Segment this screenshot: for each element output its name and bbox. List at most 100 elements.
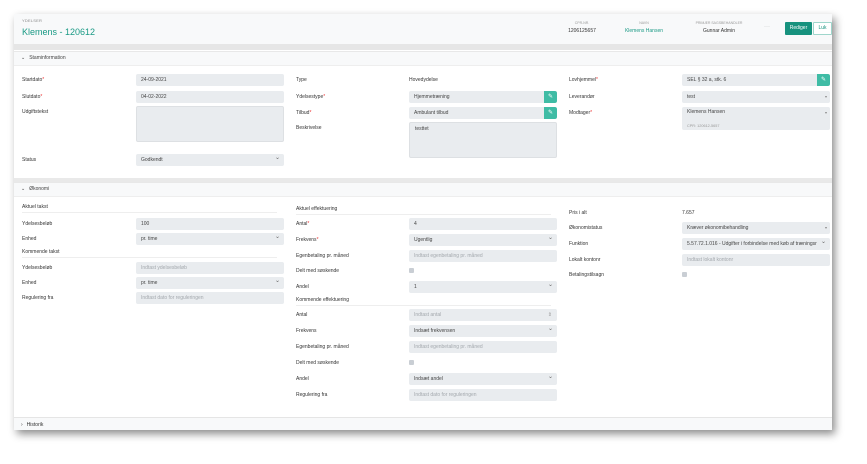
citizen-name-link[interactable]: Klemens Hansen <box>624 28 664 34</box>
required-marker: * <box>590 110 593 116</box>
required-marker: * <box>42 77 45 83</box>
antal-input[interactable]: 4 <box>409 218 557 230</box>
chevron-down-icon: ⌄ <box>21 55 26 61</box>
close-button[interactable]: Luk <box>813 22 832 35</box>
egenbetaling-pr-ma-ned-input-text: Indtast egenbetaling pr. måned <box>414 253 483 259</box>
ydelsesbeløb-input[interactable]: 100 <box>136 218 284 230</box>
delt-med-søskende-checkbox[interactable] <box>409 360 414 365</box>
leverandør-select[interactable]: test <box>682 91 830 103</box>
subsection-heading: Aktuel takst <box>22 204 277 213</box>
frekvens-select-text: Indsæt frekvensen <box>414 328 456 334</box>
field-label: Ydelsesbeløb <box>22 221 53 227</box>
ydelsestype-input[interactable]: Hjemmetræning ✎ <box>409 91 557 103</box>
status-select[interactable]: Godkendt <box>136 154 284 166</box>
field-label: Regulering fra <box>296 392 328 398</box>
regulering-fra-input[interactable]: Indtast dato for reguleringen <box>136 292 284 304</box>
field-label: Antal* <box>296 221 310 227</box>
section-title: Økonomi <box>29 186 50 192</box>
field-label: Tilbud* <box>296 110 312 116</box>
egenbetaling-pr-ma-ned-input[interactable]: Indtast egenbetaling pr. måned <box>409 341 557 353</box>
udgiftstekst-textarea[interactable] <box>136 106 284 142</box>
section-historik-toggle[interactable]: › Historik <box>14 417 832 430</box>
meta-name: NAVN Klemens Hansen <box>609 21 679 34</box>
frekvens-select[interactable]: Indsæt frekvensen <box>409 325 557 337</box>
funktion-select[interactable]: 5.57.72.1.016 - Udgifter i forbindelse m… <box>682 238 830 250</box>
frekvens-select[interactable]: Ugentlig <box>409 234 557 246</box>
field-label: Beskrivelse <box>296 125 322 131</box>
field-label: Betalingstilsagn <box>569 272 605 278</box>
andel-select-text: Indsæt andel <box>414 376 443 382</box>
subsection-heading: Kommende effektuering <box>296 297 551 306</box>
beskrivelse-textarea[interactable]: testtet <box>409 122 557 158</box>
meta-caseworker: PRIMÆR SAGSBEHANDLER Gunnar Admin <box>684 21 754 34</box>
andel-select[interactable]: Indsæt andel <box>409 373 557 385</box>
pris-i-alt-value: 7.657 <box>682 210 695 216</box>
section-title: Staminformation <box>29 55 66 61</box>
field-label: Enhed <box>22 280 37 286</box>
ydelsesbeløb-input[interactable]: Indtast ydelsesbeløb <box>136 262 284 274</box>
egenbetaling-pr-ma-ned-input[interactable]: Indtast egenbetaling pr. måned <box>409 250 557 262</box>
delt-med-søskende-checkbox[interactable] <box>409 268 414 273</box>
field-label: Egenbetaling pr. måned <box>296 253 349 259</box>
meta-cpr: CPR-NR. 1206125657 <box>547 21 617 34</box>
page-title: Klemens - 120612 <box>22 27 96 37</box>
slutdato-input-text: 04-02-2022 <box>141 94 167 100</box>
enhed-select[interactable]: pr. time <box>136 233 284 245</box>
field-label: Startdato* <box>22 77 45 83</box>
meta-label: CPR-NR. <box>574 21 590 25</box>
tilbud-input-text: Ambulant tilbud <box>414 110 449 116</box>
andel-select-text: 1 <box>414 284 417 290</box>
field-label: Andel <box>296 376 309 382</box>
breadcrumb[interactable]: YDELSER <box>22 18 43 23</box>
lokalt-kontonr-input[interactable]: Indtast lokalt kontonr <box>682 254 830 266</box>
økonomistatus-select-text: Kræver økonomibehandling <box>687 225 749 231</box>
tilbud-input[interactable]: Ambulant tilbud ✎ <box>409 107 557 119</box>
leverandør-select-text: test <box>687 94 696 100</box>
meta-value: 1206125657 <box>568 28 596 34</box>
section-staminformation-toggle[interactable]: ⌄ Staminformation <box>14 51 832 66</box>
regulering-fra-input-text: Indtast dato for reguleringen <box>141 295 204 301</box>
regulering-fra-input[interactable]: Indtast dato for reguleringen <box>409 389 557 401</box>
startdato-input[interactable]: 24-09-2021 <box>136 74 284 86</box>
header-divider <box>14 44 832 50</box>
edit-button[interactable]: Rediger <box>785 22 812 35</box>
field-label: Egenbetaling pr. måned <box>296 344 349 350</box>
field-label: Frekvens <box>296 328 317 334</box>
antal-input[interactable]: Indtast antal <box>409 309 557 321</box>
required-marker: * <box>309 110 312 116</box>
edit-icon[interactable]: ✎ <box>817 74 830 86</box>
field-label: Frekvens* <box>296 237 319 243</box>
edit-icon[interactable]: ✎ <box>544 91 557 103</box>
chevron-right-icon: › <box>21 422 23 428</box>
field-label: Delt med søskende <box>296 360 340 366</box>
modtager-select[interactable]: Klemens Hansen CPR: 120612-5657 <box>682 107 830 130</box>
section-divider <box>14 178 832 182</box>
meta-label: NAVN <box>639 21 649 25</box>
frekvens-select-text: Ugentlig <box>414 237 433 243</box>
lovhjemmel-input[interactable]: SEL § 32 a, stk. 6 ✎ <box>682 74 830 86</box>
subsection-heading: Kommende takst <box>22 249 277 258</box>
enhed-select-text: pr. time <box>141 280 158 286</box>
egenbetaling-pr-ma-ned-input-text: Indtast egenbetaling pr. måned <box>414 344 483 350</box>
field-label: Andel <box>296 284 309 290</box>
section-okonomi-toggle[interactable]: ⌄ Økonomi <box>14 182 832 197</box>
page-header: YDELSER Klemens - 120612 CPR-NR. 12061256… <box>14 14 832 44</box>
type-value: Hovedydelse <box>409 77 438 83</box>
økonomistatus-select[interactable]: Kræver økonomibehandling <box>682 222 830 234</box>
field-label: Type <box>296 77 307 83</box>
edit-icon[interactable]: ✎ <box>544 107 557 119</box>
chevron-down-icon: ⌄ <box>21 186 26 192</box>
field-label: Lovhjemmel* <box>569 77 598 83</box>
more-options-icon[interactable]: ··· <box>764 24 770 30</box>
subsection-heading: Aktuel effektuering <box>296 206 551 215</box>
betalingstilsagn-checkbox[interactable] <box>682 272 687 277</box>
field-label: Delt med søskende <box>296 268 340 274</box>
required-marker: * <box>316 237 319 243</box>
regulering-fra-input-text: Indtast dato for reguleringen <box>414 392 477 398</box>
andel-select[interactable]: 1 <box>409 281 557 293</box>
enhed-select-text: pr. time <box>141 236 158 242</box>
field-label: Modtager* <box>569 110 593 116</box>
slutdato-input[interactable]: 04-02-2022 <box>136 91 284 103</box>
ydelsesbeløb-input-text: Indtast ydelsesbeløb <box>141 265 187 271</box>
enhed-select[interactable]: pr. time <box>136 277 284 289</box>
